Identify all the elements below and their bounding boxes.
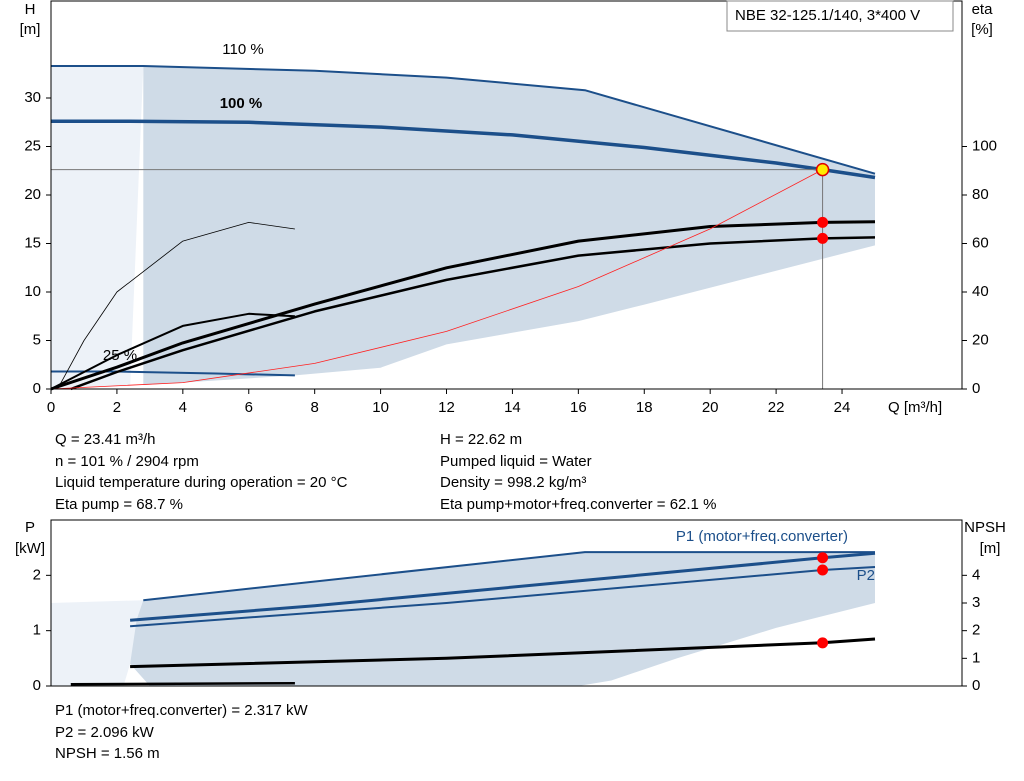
y-tick-label: 20	[24, 186, 41, 203]
x-tick-label: 24	[834, 399, 851, 416]
y-tick-label: 5	[33, 331, 41, 348]
x-tick-label: 22	[768, 399, 785, 416]
curve-label: 110 %	[222, 41, 263, 58]
curve	[50, 220, 876, 391]
y-tick-label: 10	[24, 283, 41, 300]
op-dot	[817, 216, 829, 228]
y2-tick-label: 40	[972, 283, 989, 300]
curve	[70, 236, 876, 391]
curve	[57, 221, 295, 390]
envelope-area	[130, 552, 876, 686]
y2-axis-unit: [m]	[980, 540, 1001, 557]
readout-line: NPSH = 1.56 m	[55, 745, 160, 762]
readout-line: P2 = 2.096 kW	[55, 723, 154, 741]
readout-line: n = 101 % / 2904 rpm	[55, 452, 199, 470]
curve	[51, 65, 876, 175]
envelope-area	[143, 66, 876, 386]
x-tick-label: 6	[245, 399, 253, 416]
curve-label: P1 (motor+freq.converter)	[676, 528, 848, 545]
readout-left: Q = 23.41 m³/h n = 101 % / 2904 rpm Liquid…	[55, 429, 347, 515]
readout-line: Liquid temperature during operation = 20…	[55, 474, 348, 491]
y2-tick-label: 3	[972, 594, 980, 611]
curve	[129, 551, 876, 622]
chart-title: NBE 32-125.1/140, 3*400 V	[735, 7, 920, 24]
readout-line: Pumped liquid = Water	[440, 452, 592, 470]
readout-line: Eta pump+motor+freq.converter = 62.1 %	[440, 495, 717, 513]
curve	[70, 681, 295, 686]
x-tick-label: 4	[179, 399, 187, 416]
x-tick-label: 18	[636, 399, 653, 416]
op-dot	[817, 552, 829, 564]
x-tick-label: 20	[702, 399, 719, 416]
title-box	[726, 0, 954, 32]
x-tick-label: 8	[311, 399, 319, 416]
y-tick-label: 30	[24, 89, 41, 106]
y2-tick-label: 0	[972, 677, 980, 694]
readout-line: P1 (motor+freq.converter) = 2.317 kW	[55, 702, 308, 719]
curve-label: 25 %	[103, 347, 137, 364]
y2-tick-label: 4	[972, 566, 980, 583]
x-tick-label: 0	[47, 399, 55, 416]
y2-tick-label: 2	[972, 622, 980, 639]
envelope-area	[51, 600, 144, 686]
x-tick-label: 10	[372, 399, 389, 416]
y2-axis-label: NPSH	[964, 519, 1006, 536]
y2-axis-label: eta	[972, 1, 994, 18]
op-dot	[817, 232, 829, 244]
y-axis-label: P	[25, 519, 35, 536]
y2-tick-label: 100	[972, 137, 997, 154]
curve	[130, 566, 876, 628]
y2-tick-label: 80	[972, 186, 989, 203]
readout-lower: P1 (motor+freq.converter) = 2.317 kW P2 =…	[55, 700, 308, 765]
readout-line: Eta pump = 68.7 %	[55, 495, 183, 513]
y2-axis-unit: [%]	[971, 21, 993, 38]
curve-label: P2	[857, 567, 875, 584]
curve-label: 100 %	[220, 95, 263, 112]
curve	[50, 312, 295, 390]
y2-tick-label: 0	[972, 380, 980, 397]
y2-tick-label: 20	[972, 331, 989, 348]
y-tick-label: 0	[33, 380, 41, 397]
y-tick-label: 25	[24, 137, 41, 154]
x-axis-label: Q [m³/h]	[888, 399, 942, 416]
readout-right: H = 22.62 m Pumped liquid = Water Density …	[440, 429, 716, 515]
x-tick-label: 2	[113, 399, 121, 416]
readout-line: Density = 998.2 kg/m³	[440, 474, 587, 491]
y2-tick-label: 1	[972, 649, 980, 666]
curve	[51, 119, 876, 180]
operating-point	[815, 162, 830, 177]
y-tick-label: 1	[33, 622, 41, 639]
readout-line: H = 22.62 m	[440, 431, 523, 448]
y-axis-unit: [m]	[20, 21, 41, 38]
op-dot	[817, 637, 829, 649]
curve	[143, 551, 875, 602]
op-dot	[817, 564, 829, 576]
y-axis-unit: [kW]	[15, 540, 45, 557]
y-tick-label: 0	[33, 677, 41, 694]
y-tick-label: 15	[24, 234, 41, 251]
readout-line: Q = 23.41 m³/h	[55, 431, 156, 448]
x-tick-label: 16	[570, 399, 587, 416]
y2-tick-label: 60	[972, 234, 989, 251]
y-axis-label: H	[25, 1, 36, 18]
x-tick-label: 14	[504, 399, 521, 416]
curve	[50, 169, 823, 390]
x-tick-label: 12	[438, 399, 455, 416]
envelope-area	[51, 66, 144, 389]
y-tick-label: 2	[33, 566, 41, 583]
curve	[130, 637, 876, 669]
